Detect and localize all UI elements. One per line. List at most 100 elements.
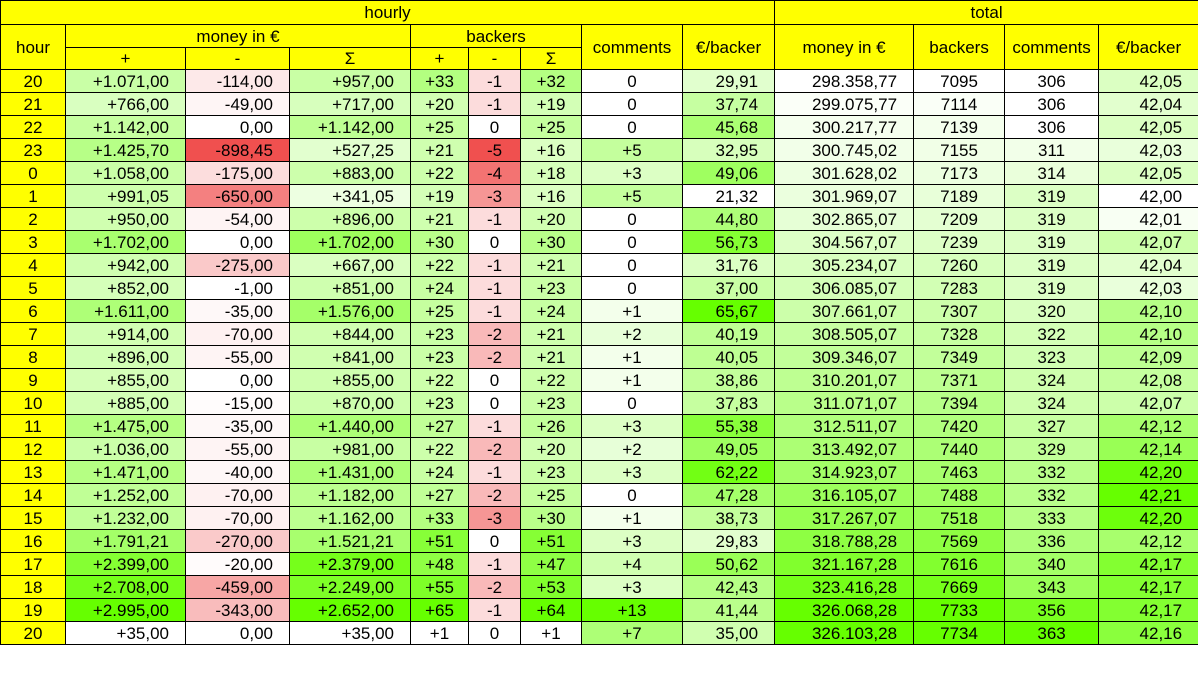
comments-cell: +3	[581, 161, 683, 185]
money-minus-header: -	[185, 47, 290, 70]
money-plus-cell: +1.232,00	[65, 506, 186, 530]
hour-cell: 10	[0, 391, 66, 415]
backers-plus-cell: +33	[410, 506, 469, 530]
backers-sum-cell: +26	[520, 414, 582, 438]
total-money-cell: 299.075,77	[774, 92, 915, 116]
backers-sum-cell: +21	[520, 345, 582, 369]
total-backers-cell: 7139	[913, 115, 1006, 139]
money-plus-cell: +2.708,00	[65, 575, 186, 599]
total-comments-cell: 332	[1004, 483, 1100, 507]
total-comments-cell: 319	[1004, 230, 1100, 254]
money-minus-cell: -270,00	[185, 529, 290, 553]
comments-cell: 0	[581, 69, 683, 93]
backers-minus-cell: -1	[468, 69, 521, 93]
per-backer-cell: 65,67	[681, 299, 776, 323]
money-sum-cell: +1.440,00	[289, 414, 411, 438]
total-money-cell: 311.071,07	[774, 391, 915, 415]
total-comments-cell: 319	[1004, 253, 1100, 277]
money-sum-cell: +851,00	[289, 276, 411, 300]
per-backer-cell: 42,43	[681, 575, 776, 599]
total-comments-cell: 319	[1004, 276, 1100, 300]
total-backers-cell: 7173	[913, 161, 1006, 185]
hour-cell: 7	[0, 322, 66, 346]
backers-sum-cell: +25	[520, 115, 582, 139]
hour-cell: 13	[0, 460, 66, 484]
table-row: 15 +1.232,00 -70,00 +1.162,00 +33 -3 +30 +1 38,7…	[0, 506, 1198, 530]
backers-minus-cell: -2	[468, 322, 521, 346]
money-sum-cell: +870,00	[289, 391, 411, 415]
table-row: 13 +1.471,00 -40,00 +1.431,00 +24 -1 +23 +3 62,2…	[0, 460, 1198, 484]
hour-cell: 18	[0, 575, 66, 599]
comments-cell: +3	[581, 575, 683, 599]
total-money-cell: 313.492,07	[774, 437, 915, 461]
comments-cell: +13	[581, 598, 683, 622]
total-per-backer-cell: 42,17	[1098, 575, 1198, 599]
money-plus-cell: +991,05	[65, 184, 186, 208]
money-minus-cell: -70,00	[185, 506, 290, 530]
total-money-cell: 318.788,28	[774, 529, 915, 553]
per-backer-cell: 31,76	[681, 253, 776, 277]
money-minus-cell: -898,45	[185, 138, 290, 162]
money-sum-cell: +667,00	[289, 253, 411, 277]
total-comments-cell: 324	[1004, 368, 1100, 392]
per-backer-cell: 40,19	[681, 322, 776, 346]
backers-sum-cell: +51	[520, 529, 582, 553]
total-per-backer-cell: 42,20	[1098, 460, 1198, 484]
hour-cell: 6	[0, 299, 66, 323]
comments-cell: 0	[581, 483, 683, 507]
backers-minus-cell: -1	[468, 92, 521, 116]
per-backer-header: €/backer	[681, 24, 776, 70]
backers-plus-cell: +27	[410, 414, 469, 438]
per-backer-cell: 55,38	[681, 414, 776, 438]
total-per-backer-cell: 42,20	[1098, 506, 1198, 530]
backers-plus-cell: +25	[410, 299, 469, 323]
money-sum-cell: +2.652,00	[289, 598, 411, 622]
comments-cell: +4	[581, 552, 683, 576]
money-plus-cell: +1.471,00	[65, 460, 186, 484]
money-minus-cell: -54,00	[185, 207, 290, 231]
total-per-backer-cell: 42,12	[1098, 414, 1198, 438]
money-sum-cell: +883,00	[289, 161, 411, 185]
table-row: 7 +914,00 -70,00 +844,00 +23 -2 +21 +2 40,19 308.…	[0, 322, 1198, 346]
money-plus-cell: +1.611,00	[65, 299, 186, 323]
total-money-cell: 301.628,02	[774, 161, 915, 185]
hour-cell: 5	[0, 276, 66, 300]
money-sum-cell: +1.162,00	[289, 506, 411, 530]
per-backer-cell: 47,28	[681, 483, 776, 507]
backers-plus-cell: +22	[410, 368, 469, 392]
hour-cell: 1	[0, 184, 66, 208]
money-minus-cell: -343,00	[185, 598, 290, 622]
money-header: money in €	[65, 24, 411, 48]
backers-plus-cell: +24	[410, 460, 469, 484]
money-plus-cell: +2.399,00	[65, 552, 186, 576]
hour-cell: 19	[0, 598, 66, 622]
comments-cell: +2	[581, 437, 683, 461]
per-backer-cell: 45,68	[681, 115, 776, 139]
hour-cell: 14	[0, 483, 66, 507]
total-comments-cell: 306	[1004, 69, 1100, 93]
backers-plus-cell: +24	[410, 276, 469, 300]
money-sum-cell: +1.576,00	[289, 299, 411, 323]
backers-minus-cell: -1	[468, 552, 521, 576]
backers-sum-cell: +23	[520, 276, 582, 300]
money-plus-cell: +950,00	[65, 207, 186, 231]
per-backer-cell: 37,83	[681, 391, 776, 415]
total-backers-header: backers	[913, 24, 1006, 70]
total-header: total	[774, 0, 1198, 25]
money-minus-cell: -70,00	[185, 483, 290, 507]
total-comments-cell: 311	[1004, 138, 1100, 162]
total-comments-cell: 329	[1004, 437, 1100, 461]
money-minus-cell: 0,00	[185, 368, 290, 392]
total-money-cell: 307.661,07	[774, 299, 915, 323]
total-backers-cell: 7518	[913, 506, 1006, 530]
money-plus-cell: +1.071,00	[65, 69, 186, 93]
hourly-header: hourly	[0, 0, 776, 25]
per-backer-cell: 44,80	[681, 207, 776, 231]
comments-cell: +1	[581, 299, 683, 323]
hour-cell: 4	[0, 253, 66, 277]
money-minus-cell: -175,00	[185, 161, 290, 185]
money-minus-cell: -459,00	[185, 575, 290, 599]
total-per-backer-cell: 42,03	[1098, 138, 1198, 162]
money-sum-cell: +2.379,00	[289, 552, 411, 576]
total-per-backer-cell: 42,05	[1098, 69, 1198, 93]
